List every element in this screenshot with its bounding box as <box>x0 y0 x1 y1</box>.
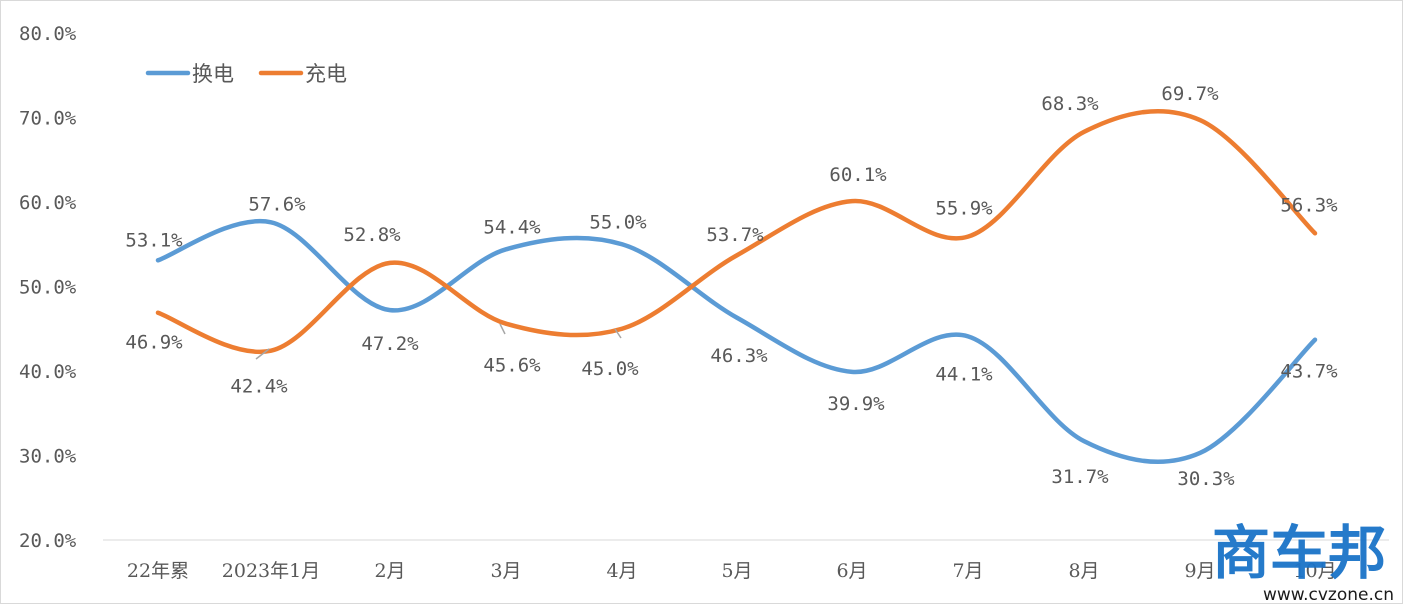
label-leader-line <box>255 348 270 360</box>
y-tick-label: 80.0% <box>19 23 77 45</box>
x-tick-label: 2月 <box>374 560 405 582</box>
data-label-huandian: 44.1% <box>935 363 993 385</box>
x-tick-label: 7月 <box>952 560 983 582</box>
y-tick-label: 50.0% <box>19 277 77 299</box>
data-label-huandian: 55.0% <box>589 211 647 233</box>
y-tick-label: 40.0% <box>19 361 77 383</box>
data-label-huandian: 57.6% <box>248 193 306 215</box>
data-label-huandian: 30.3% <box>1177 468 1235 490</box>
y-tick-label: 60.0% <box>19 192 77 214</box>
x-tick-label: 10月 <box>1293 560 1336 582</box>
data-label-huandian: 53.1% <box>125 229 183 251</box>
x-tick-label: 3月 <box>490 560 521 582</box>
data-label-chongdian: 45.6% <box>483 355 541 377</box>
data-label-chongdian: 69.7% <box>1161 83 1219 105</box>
y-tick-label: 70.0% <box>19 108 77 130</box>
watermark-url: www.cvzone.cn <box>1263 585 1394 603</box>
y-tick-label: 20.0% <box>19 530 77 552</box>
data-label-huandian: 47.2% <box>361 333 419 355</box>
data-label-huandian: 46.3% <box>710 345 768 367</box>
watermark-logo: 商车邦 <box>1212 519 1386 587</box>
legend-label-huandian: 换电 <box>192 62 234 86</box>
x-tick-label: 22年累 <box>127 560 189 582</box>
data-label-chongdian: 60.1% <box>829 164 887 186</box>
y-tick-label: 30.0% <box>19 446 77 468</box>
x-tick-label: 6月 <box>836 560 867 582</box>
data-label-chongdian: 42.4% <box>230 376 288 398</box>
data-label-chongdian: 52.8% <box>343 224 401 246</box>
data-label-huandian: 43.7% <box>1280 361 1338 383</box>
x-tick-label: 9月 <box>1184 560 1215 582</box>
series-line-huandian <box>155 218 1318 464</box>
data-label-chongdian: 45.0% <box>581 358 639 380</box>
label-leader-line <box>499 323 506 335</box>
data-label-chongdian: 46.9% <box>125 332 183 354</box>
x-tick-label: 2023年1月 <box>222 560 320 582</box>
x-tick-label: 4月 <box>606 560 637 582</box>
data-label-huandian: 31.7% <box>1051 466 1109 488</box>
data-label-chongdian: 53.7% <box>706 224 764 246</box>
x-tick-label: 8月 <box>1068 560 1099 582</box>
data-label-huandian: 39.9% <box>827 393 885 415</box>
data-label-chongdian: 55.9% <box>935 198 993 220</box>
data-label-chongdian: 56.3% <box>1280 194 1338 216</box>
data-label-huandian: 54.4% <box>483 216 541 238</box>
x-tick-label: 5月 <box>721 560 752 582</box>
label-leader-line <box>614 328 622 339</box>
legend-label-chongdian: 充电 <box>305 62 347 86</box>
data-label-chongdian: 68.3% <box>1041 93 1099 115</box>
series-line-chongdian <box>155 109 1318 355</box>
